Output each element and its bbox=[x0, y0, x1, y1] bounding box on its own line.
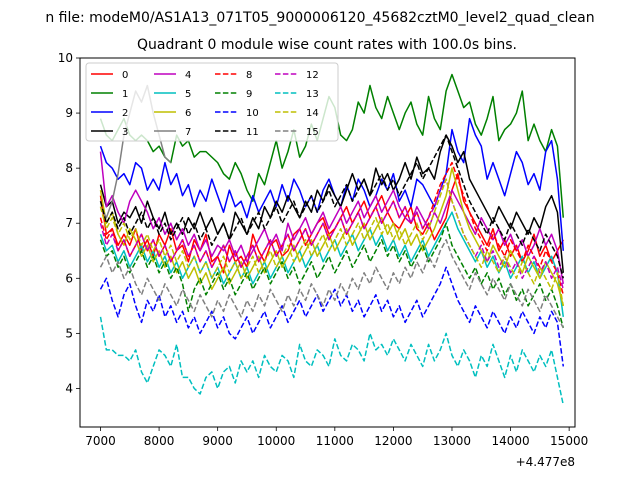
plot-frame bbox=[79, 57, 576, 428]
series-line-12 bbox=[99, 178, 565, 290]
series-line-3 bbox=[99, 134, 565, 273]
x-tick-label: 11000 bbox=[316, 434, 354, 448]
y-tick-label: 4 bbox=[65, 381, 73, 395]
legend-label-1: 1 bbox=[122, 89, 128, 100]
legend-box bbox=[85, 62, 339, 142]
series-line-5 bbox=[99, 211, 565, 317]
legend-label-15: 15 bbox=[306, 127, 319, 138]
legend-label-8: 8 bbox=[246, 70, 252, 81]
x-tick-label: 8000 bbox=[144, 434, 175, 448]
legend-label-0: 0 bbox=[122, 70, 128, 81]
series-line-8 bbox=[99, 161, 565, 296]
series-line-11 bbox=[99, 134, 565, 279]
legend-label-10: 10 bbox=[246, 108, 259, 119]
legend-label-6: 6 bbox=[185, 108, 191, 119]
y-tick-label: 10 bbox=[58, 51, 73, 65]
chart-suptitle: n file: modeM0/AS1A13_071T05_9000006120_… bbox=[45, 10, 594, 26]
legend-label-11: 11 bbox=[246, 127, 259, 138]
series-line-2 bbox=[99, 117, 565, 251]
legend-label-14: 14 bbox=[306, 108, 319, 119]
legend-label-3: 3 bbox=[122, 127, 128, 138]
chart-title: Quadrant 0 module wise count rates with … bbox=[137, 37, 517, 53]
x-tick-label: 7000 bbox=[85, 434, 116, 448]
y-tick-label: 9 bbox=[65, 106, 73, 120]
y-tick-label: 5 bbox=[65, 326, 73, 340]
x-tick-label: 9000 bbox=[202, 434, 233, 448]
legend-label-7: 7 bbox=[185, 127, 191, 138]
legend-label-13: 13 bbox=[306, 89, 319, 100]
x-tick-label: 10000 bbox=[257, 434, 295, 448]
y-axis: 4 5 6 7 8 9 10 bbox=[58, 51, 80, 395]
y-tick-label: 6 bbox=[65, 271, 73, 285]
series-line-15 bbox=[99, 239, 564, 329]
x-offset-label: +4.477e8 bbox=[516, 455, 575, 469]
y-tick-label: 8 bbox=[65, 161, 73, 175]
x-tick-label: 13000 bbox=[433, 434, 471, 448]
x-axis: 7000 8000 9000 10000 11000 12000 13000 14000 150… bbox=[85, 427, 588, 448]
series-line-13 bbox=[99, 316, 565, 406]
legend-label-5: 5 bbox=[185, 89, 191, 100]
legend-label-4: 4 bbox=[185, 70, 191, 81]
x-tick-label: 14000 bbox=[491, 434, 529, 448]
y-tick-label: 7 bbox=[65, 216, 73, 230]
series-line-9 bbox=[99, 222, 565, 329]
legend-label-2: 2 bbox=[122, 108, 128, 119]
legend-label-9: 9 bbox=[246, 89, 252, 100]
x-tick-label: 15000 bbox=[550, 434, 588, 448]
legend-label-12: 12 bbox=[306, 70, 319, 81]
x-tick-label: 12000 bbox=[374, 434, 412, 448]
series-line-4 bbox=[99, 151, 565, 284]
series-line-14 bbox=[99, 178, 565, 306]
